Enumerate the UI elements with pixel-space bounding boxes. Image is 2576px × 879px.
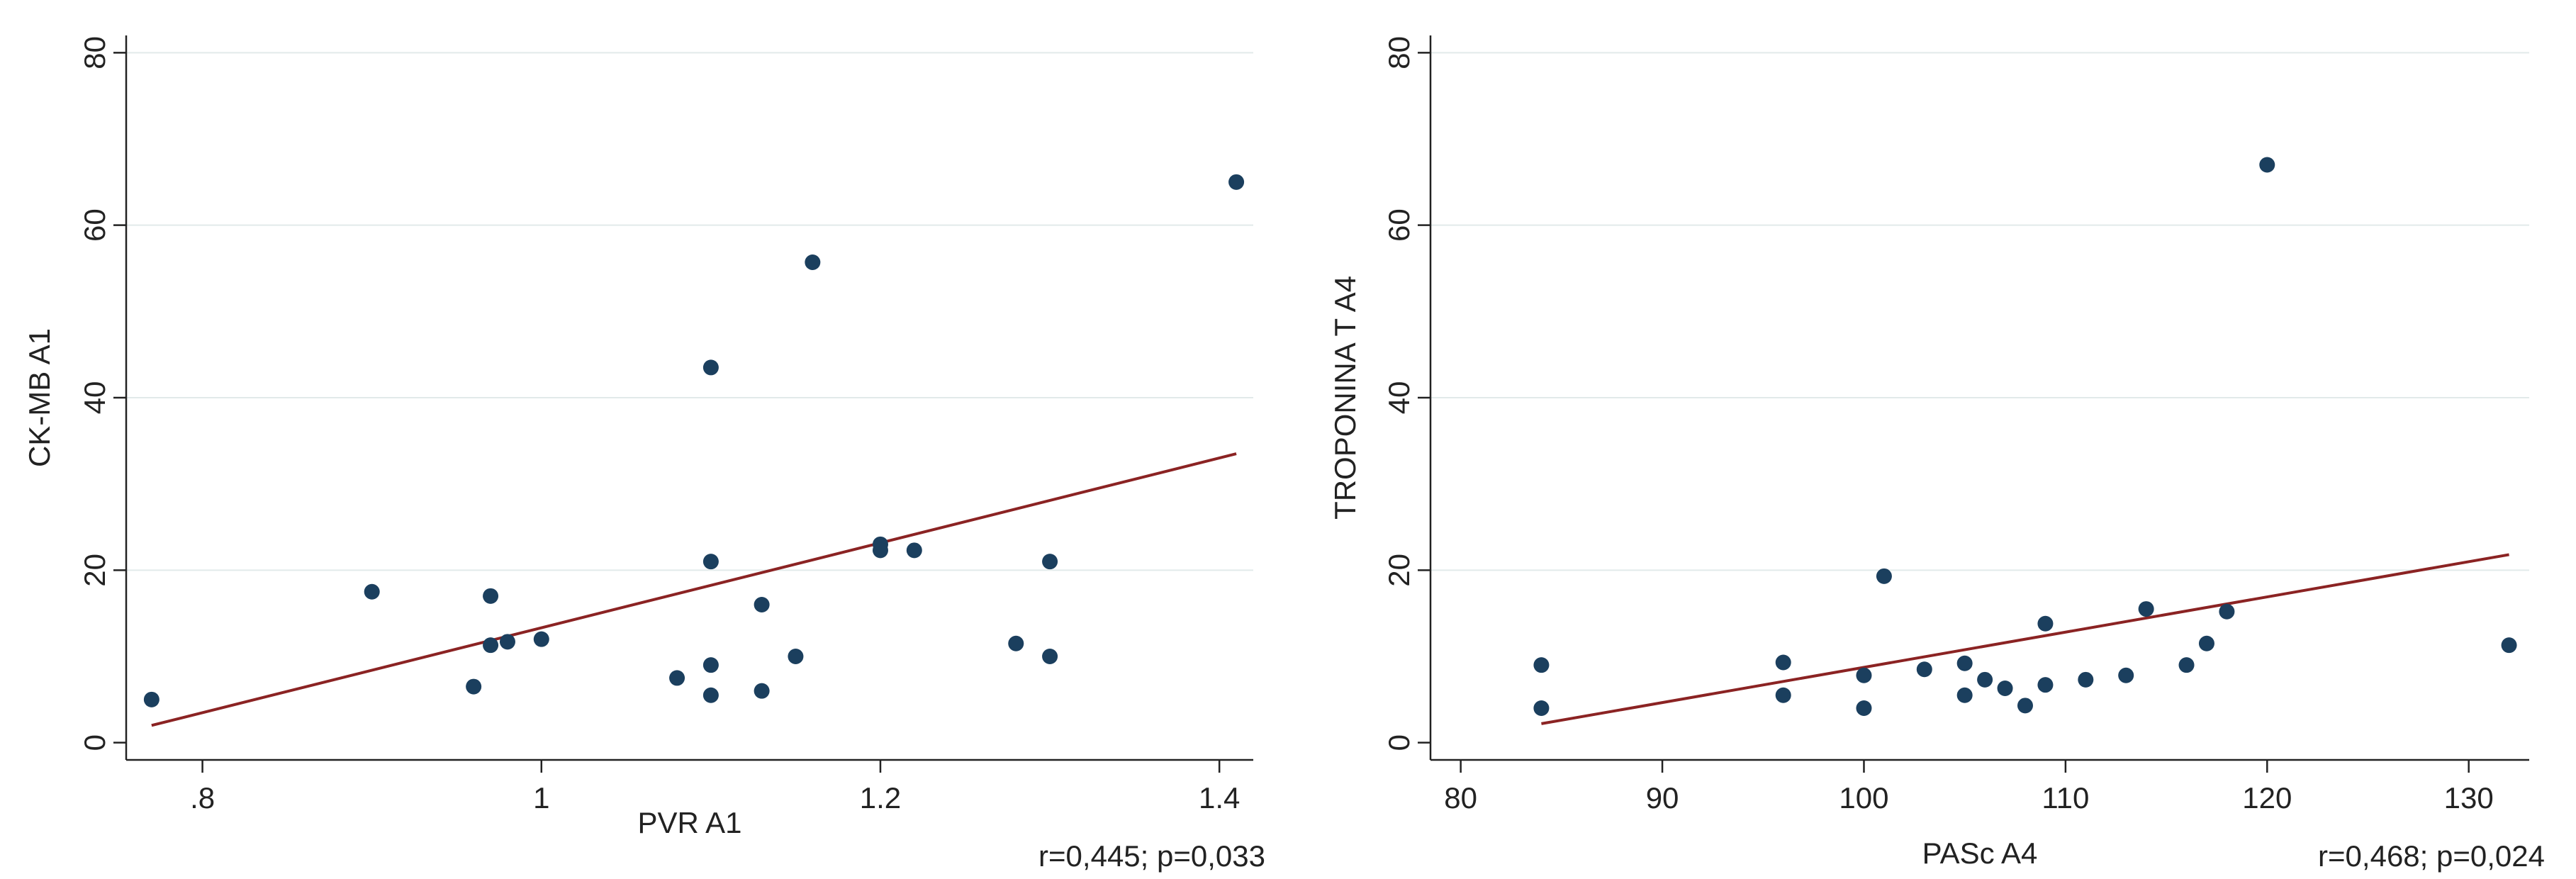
data-point <box>1533 700 1550 716</box>
data-point <box>2037 677 2054 693</box>
data-point <box>1977 671 1993 688</box>
data-point <box>669 670 685 686</box>
data-point <box>702 687 719 703</box>
data-point <box>702 359 719 376</box>
x-tick-label: 120 <box>2242 781 2292 814</box>
x-tick-label: 90 <box>1646 781 1679 814</box>
y-tick-label: 20 <box>78 554 111 587</box>
data-point <box>1876 568 1892 584</box>
y-tick-label: 80 <box>78 36 111 69</box>
data-point <box>788 649 804 664</box>
data-point <box>2138 601 2154 617</box>
y-axis-label: CK-MB A1 <box>23 328 56 467</box>
data-point <box>754 597 770 612</box>
data-point <box>1956 687 1973 703</box>
x-tick-label: 130 <box>2444 781 2494 814</box>
chart-ckmb-vs-pvr: 0 20 40 60 80 .8 1 1.2 1.4 PVR A1 CK-MB A1 r=0,4… <box>23 35 1265 873</box>
fit-line <box>151 452 1237 727</box>
data-point <box>2037 615 2054 632</box>
data-point <box>1956 655 1973 671</box>
data-point <box>1042 554 1058 570</box>
data-point <box>1228 174 1245 190</box>
fit-line <box>1541 553 2509 725</box>
data-point <box>1997 681 2013 697</box>
data-point <box>466 678 482 695</box>
correlation-annotation: r=0,468; p=0,024 <box>2318 839 2545 873</box>
correlation-annotation: r=0,445; p=0,033 <box>1038 839 1265 873</box>
data-point <box>1775 687 1791 703</box>
data-point <box>1856 700 1872 716</box>
data-point <box>906 542 922 559</box>
data-point <box>2078 671 2094 688</box>
data-point <box>2219 603 2235 620</box>
data-point <box>1042 649 1058 664</box>
x-tick-label: .8 <box>190 781 215 814</box>
x-tick-label: 1.2 <box>860 781 901 814</box>
data-point <box>2118 667 2134 683</box>
x-tick-label: 1.4 <box>1199 781 1240 814</box>
y-tick-label: 80 <box>1382 36 1416 69</box>
y-axis-label: TROPONINA T A4 <box>1328 276 1362 520</box>
y-tick-label: 60 <box>78 208 111 242</box>
x-axis-label: PVR A1 <box>637 806 741 839</box>
y-tick-label: 40 <box>1382 381 1416 415</box>
data-point <box>702 657 719 673</box>
data-point <box>1775 654 1791 671</box>
x-tick-label: 110 <box>2042 781 2089 814</box>
data-point <box>1008 635 1024 651</box>
x-tick-label: 80 <box>1444 781 1477 814</box>
x-tick-label: 100 <box>1839 781 1888 814</box>
data-point <box>483 637 499 654</box>
data-point <box>2017 698 2033 714</box>
data-point <box>533 631 549 647</box>
chart-troponina-vs-pasc: 0 20 40 60 80 80 90 100 110 120 130 PASc A4 TROPON… <box>1328 35 2545 873</box>
y-tick-label: 0 <box>78 734 111 751</box>
data-point <box>754 683 770 699</box>
data-point <box>364 583 380 600</box>
data-point <box>2501 637 2517 654</box>
data-point <box>805 254 821 270</box>
data-point <box>1533 657 1550 673</box>
data-point <box>483 588 499 604</box>
y-tick-label: 0 <box>1382 734 1416 751</box>
data-point <box>143 691 159 707</box>
y-tick-label: 40 <box>78 381 111 415</box>
data-point <box>2198 635 2214 651</box>
data-point <box>2259 157 2275 173</box>
data-point <box>1916 661 1932 678</box>
data-point <box>702 554 719 570</box>
y-tick-label: 60 <box>1382 208 1416 242</box>
data-point <box>1856 667 1872 683</box>
x-axis-label: PASc A4 <box>1922 836 2038 870</box>
data-point <box>872 542 888 559</box>
data-point <box>2178 657 2195 673</box>
y-tick-label: 20 <box>1382 554 1416 587</box>
data-point <box>499 634 515 650</box>
x-tick-label: 1 <box>533 781 549 814</box>
